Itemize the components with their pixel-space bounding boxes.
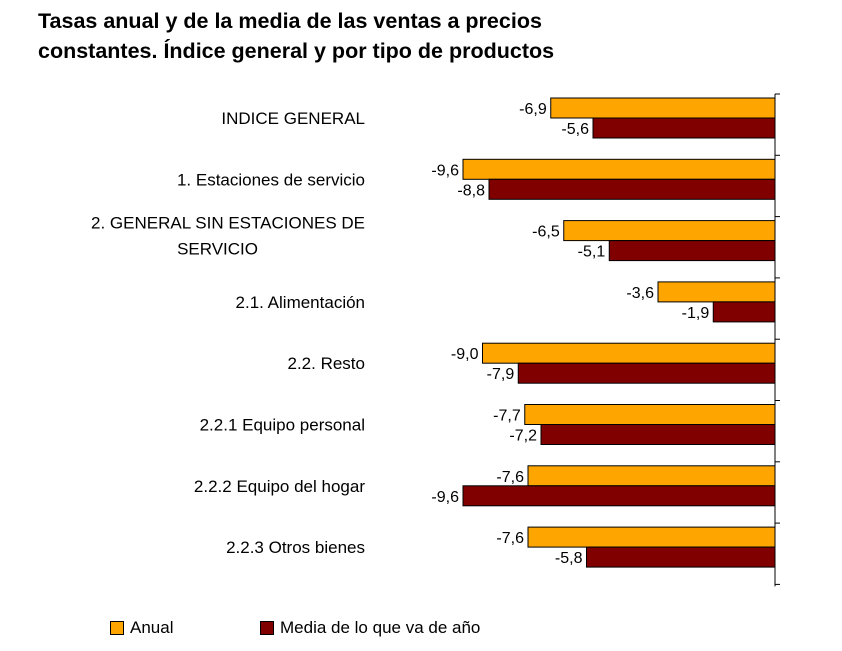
bar-media (608, 240, 776, 262)
data-label-anual: -7,6 (496, 530, 524, 547)
bar-anual (482, 342, 776, 364)
data-label-media: -5,8 (555, 550, 583, 567)
bar-anual (527, 526, 776, 548)
category-label: 2.2. Resto (288, 354, 366, 373)
category-label: 2. GENERAL SIN ESTACIONES DE SERVICIO (91, 214, 365, 259)
bar-anual (462, 158, 776, 180)
legend-label-anual: Anual (130, 618, 174, 637)
data-label-media: -7,9 (487, 366, 515, 383)
data-label-media: -9,6 (431, 489, 459, 506)
category-label: 2.1. Alimentación (236, 293, 365, 312)
data-label-anual: -6,9 (519, 101, 547, 118)
bar-anual (657, 281, 776, 303)
bar-anual (524, 404, 776, 425)
category-label: 2.2.1 Equipo personal (200, 416, 365, 435)
bar-media (462, 485, 776, 507)
data-label-anual: -3,6 (626, 285, 654, 302)
data-label-media: -5,1 (578, 244, 606, 261)
data-label-anual: -9,0 (451, 346, 479, 363)
legend-swatch-media (260, 621, 274, 635)
bar-media (517, 362, 776, 384)
bar-anual (550, 97, 776, 119)
data-label-anual: -6,5 (532, 224, 560, 241)
legend: Anual Media de lo que va de año (110, 618, 480, 638)
legend-item-media: Media de lo que va de año (260, 618, 480, 638)
data-label-anual: -7,7 (493, 408, 521, 425)
data-label-media: -8,8 (457, 182, 485, 199)
legend-item-anual: Anual (110, 618, 260, 638)
bar-media (592, 117, 776, 139)
bar-media (586, 546, 776, 568)
bar-media (712, 301, 776, 323)
category-label: 2.2.2 Equipo del hogar (194, 477, 365, 496)
data-label-media: -5,6 (561, 121, 589, 138)
bar-media (488, 178, 776, 200)
category-label: INDICE GENERAL (221, 109, 365, 128)
category-label-line: 2. GENERAL SIN ESTACIONES DE (91, 214, 365, 233)
data-label-media: -7,2 (509, 428, 537, 445)
data-label-anual: -7,6 (496, 469, 524, 486)
chart-title-line-2: constantes. Índice general y por tipo de… (38, 39, 555, 63)
legend-swatch-anual (110, 621, 124, 635)
category-label-line: SERVICIO (177, 240, 258, 259)
chart-title: Tasas anual y de la media de las ventas … (38, 6, 818, 66)
data-label-anual: -9,6 (431, 162, 459, 179)
category-label: 2.2.3 Otros bienes (226, 538, 365, 557)
legend-label-media: Media de lo que va de año (280, 618, 481, 637)
bar-anual (563, 220, 776, 242)
bar-media (540, 424, 776, 445)
category-label: 1. Estaciones de servicio (177, 170, 365, 189)
chart-title-line-1: Tasas anual y de la media de las ventas … (38, 9, 542, 33)
data-label-media: -1,9 (682, 305, 710, 322)
bar-anual (527, 465, 776, 487)
